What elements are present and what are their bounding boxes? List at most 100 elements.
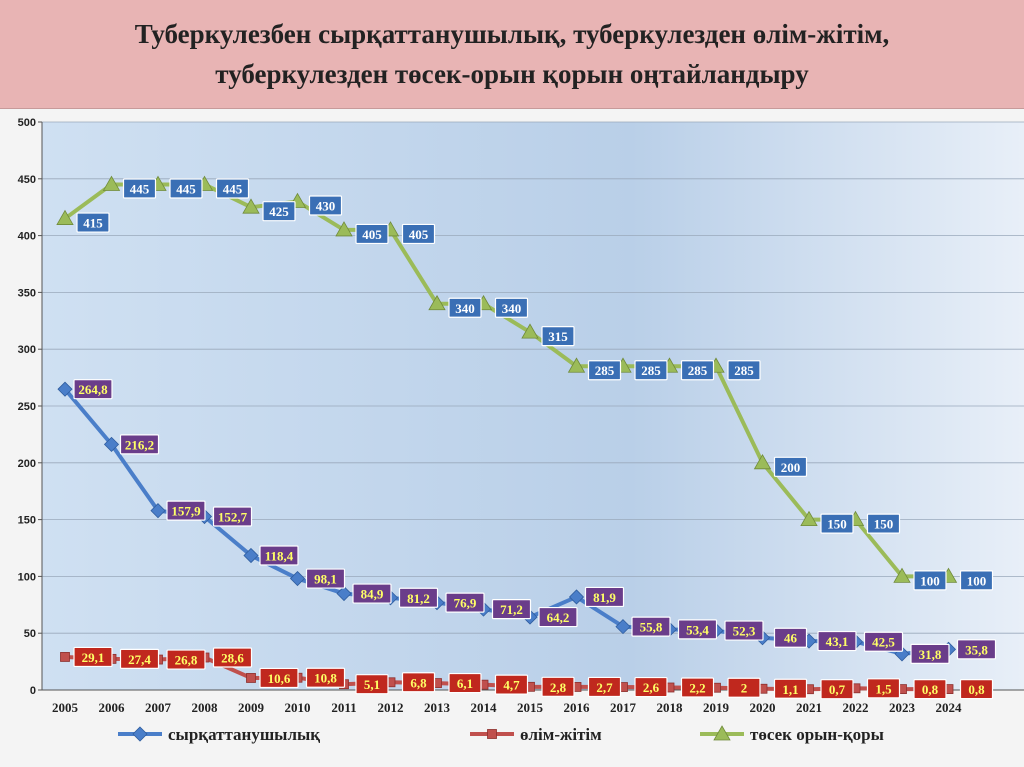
data-label: 445 bbox=[130, 181, 150, 196]
data-label: 100 bbox=[920, 573, 940, 588]
data-label: 84,9 bbox=[361, 587, 384, 602]
data-label: 285 bbox=[641, 363, 661, 378]
data-label-box bbox=[398, 587, 439, 608]
legend-marker-0 bbox=[132, 726, 148, 742]
x-tick-label: 2020 bbox=[750, 700, 776, 715]
data-point bbox=[103, 436, 120, 452]
data-label: 6,1 bbox=[457, 676, 473, 691]
data-label: 425 bbox=[269, 204, 289, 219]
data-label: 10,6 bbox=[268, 671, 291, 686]
data-label-box bbox=[166, 500, 206, 521]
legend-entry: сырқаттанушылық bbox=[168, 725, 320, 744]
gridlines bbox=[42, 121, 1024, 691]
data-label-box bbox=[76, 212, 110, 233]
data-point bbox=[753, 453, 772, 470]
data-point bbox=[60, 652, 70, 662]
data-point bbox=[568, 589, 585, 605]
x-tick-label: 2017 bbox=[610, 700, 637, 715]
data-label: 43,1 bbox=[826, 634, 849, 649]
data-label: 81,9 bbox=[593, 590, 616, 605]
data-label-box bbox=[773, 627, 808, 648]
x-axis: 2005 2006 2007 2008 2009 2010 2011 2012 2013 2014… bbox=[42, 689, 1024, 715]
data-point bbox=[289, 570, 306, 587]
data-point bbox=[150, 503, 166, 519]
data-label: 53,4 bbox=[686, 622, 709, 637]
data-label-box bbox=[491, 599, 532, 620]
data-label-box bbox=[305, 568, 346, 589]
data-label: 5,1 bbox=[364, 677, 380, 692]
x-tick-label: 2011 bbox=[331, 700, 356, 715]
data-label-box bbox=[910, 643, 950, 664]
data-label: 55,8 bbox=[640, 620, 663, 635]
x-tick-label: 2007 bbox=[145, 700, 172, 715]
data-label: 445 bbox=[176, 181, 196, 196]
x-tick-label: 2010 bbox=[285, 700, 311, 715]
data-label: 1,5 bbox=[875, 681, 892, 696]
data-label-box bbox=[122, 178, 157, 199]
data-label: 64,2 bbox=[547, 610, 570, 625]
data-point bbox=[243, 547, 259, 564]
data-label-box bbox=[817, 630, 857, 652]
data-label: 445 bbox=[223, 181, 243, 196]
data-label: 6,8 bbox=[410, 675, 427, 690]
title-banner: Туберкулезбен сырқаттанушылық, туберкуле… bbox=[0, 0, 1024, 109]
data-label-box bbox=[259, 667, 299, 689]
data-label: 405 bbox=[409, 227, 429, 242]
legend: сырқаттанушылық өлім-жітім төсек орын-қоры bbox=[118, 725, 884, 744]
data-point bbox=[800, 510, 818, 526]
data-label-box bbox=[956, 639, 997, 660]
data-label: 340 bbox=[502, 301, 522, 316]
data-label: 81,2 bbox=[407, 591, 430, 606]
data-label-box bbox=[541, 326, 575, 347]
x-tick-label: 2021 bbox=[796, 700, 822, 715]
data-point bbox=[336, 585, 352, 602]
x-tick-label: 2023 bbox=[889, 700, 916, 715]
data-label: 285 bbox=[595, 363, 615, 378]
data-label-box bbox=[401, 223, 436, 245]
data-label-box bbox=[212, 647, 253, 668]
y-tick-label: 250 bbox=[18, 401, 36, 413]
data-point bbox=[521, 323, 539, 339]
title-line-2: туберкулезден төсек-орын қорын оңтайланд… bbox=[215, 59, 809, 89]
y-tick-label: 200 bbox=[18, 458, 36, 470]
data-label: 52,3 bbox=[733, 624, 756, 639]
x-tick-label: 2022 bbox=[843, 700, 869, 715]
x-tick-label: 2014 bbox=[471, 700, 498, 715]
data-label: 150 bbox=[827, 517, 847, 532]
data-label-box bbox=[820, 513, 854, 534]
data-label-box bbox=[355, 223, 389, 245]
data-label-box bbox=[727, 360, 761, 381]
x-tick-label: 2012 bbox=[378, 700, 404, 715]
data-point bbox=[335, 221, 353, 237]
y-tick-label: 300 bbox=[18, 344, 36, 356]
data-label-box bbox=[445, 592, 485, 613]
data-label: 31,8 bbox=[919, 647, 942, 662]
y-tick-label: 50 bbox=[24, 628, 36, 640]
data-label-box bbox=[584, 586, 625, 608]
data-label: 46 bbox=[784, 631, 798, 646]
data-point bbox=[57, 381, 73, 397]
data-point bbox=[428, 294, 446, 311]
data-label-box bbox=[727, 677, 761, 698]
data-label: 100 bbox=[967, 573, 987, 588]
data-label: 200 bbox=[781, 460, 801, 475]
data-label: 430 bbox=[316, 199, 336, 214]
chart-title: Туберкулезбен сырқаттанушылық, туберкуле… bbox=[0, 14, 1024, 94]
data-label-box bbox=[866, 513, 901, 534]
data-label: 0,8 bbox=[968, 682, 985, 697]
data-label-box bbox=[863, 631, 904, 652]
data-label-box bbox=[73, 379, 113, 400]
data-label-box bbox=[259, 545, 299, 566]
y-tick-label: 450 bbox=[18, 174, 36, 186]
data-label-box bbox=[308, 195, 343, 216]
x-tick-label: 2024 bbox=[936, 700, 963, 715]
data-label: 98,1 bbox=[314, 572, 337, 587]
x-tick-label: 2019 bbox=[703, 700, 730, 715]
data-label: 0,7 bbox=[829, 682, 846, 697]
data-label-box bbox=[913, 678, 947, 700]
data-label: 10,8 bbox=[314, 671, 337, 686]
data-label: 2,2 bbox=[689, 681, 705, 696]
y-tick-label: 150 bbox=[18, 515, 36, 527]
data-label-box bbox=[538, 606, 578, 628]
